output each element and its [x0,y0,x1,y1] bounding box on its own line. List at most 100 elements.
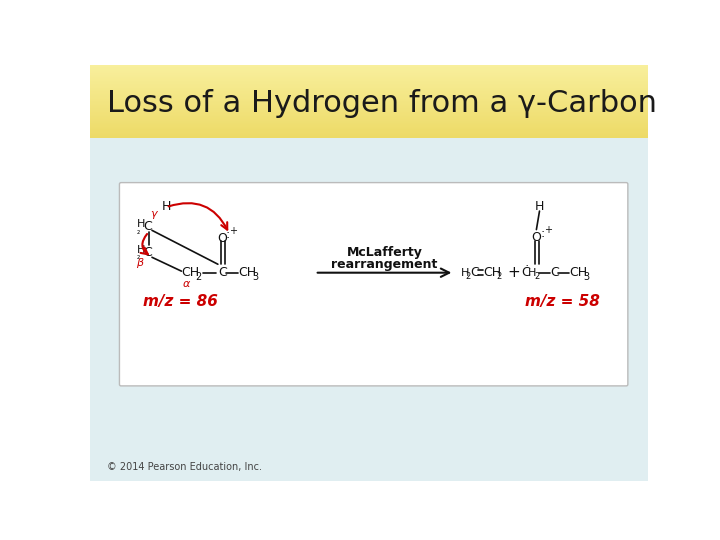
Text: γ: γ [150,209,157,219]
Text: O: O [532,231,541,244]
Text: C: C [143,246,152,259]
Bar [90,90,648,91]
Text: CH: CH [181,266,199,279]
Text: +: + [507,265,520,280]
Bar [90,132,648,133]
Text: H: H [137,219,145,229]
Bar [90,83,648,84]
Bar [90,89,648,90]
Bar [90,123,648,124]
Bar [90,67,648,69]
Bar [90,78,648,79]
Bar [90,96,648,98]
Bar [90,106,648,107]
Text: m/z = 86: m/z = 86 [143,294,217,309]
Bar [90,117,648,118]
Bar [90,125,648,127]
Bar [90,107,648,109]
Text: ₂: ₂ [137,252,140,261]
Text: C: C [471,266,480,279]
Text: rearrangement: rearrangement [331,258,438,271]
Text: H: H [137,245,145,254]
Bar [90,124,648,125]
Text: 2: 2 [466,272,471,281]
Text: Loss of a Hydrogen from a γ-Carbon: Loss of a Hydrogen from a γ-Carbon [107,89,657,118]
Bar [90,82,648,83]
Bar [90,134,648,135]
Bar [90,73,648,75]
Bar [90,93,648,94]
Bar [90,120,648,122]
Text: 3: 3 [583,272,589,281]
Bar [90,71,648,72]
Text: CH: CH [483,266,501,279]
Bar [90,98,648,99]
Bar [90,113,648,114]
Bar [90,91,648,93]
Text: C: C [143,220,152,233]
Bar [90,65,648,66]
Bar [90,99,648,100]
Text: CH: CH [569,266,587,279]
Text: 2: 2 [534,272,539,281]
Bar [90,138,648,481]
Bar [90,76,648,77]
Bar [90,128,648,129]
Bar [90,69,648,70]
Text: © 2014 Pearson Education, Inc.: © 2014 Pearson Education, Inc. [107,462,262,472]
Text: :: : [225,228,230,241]
Bar [90,79,648,80]
Bar [90,104,648,105]
Bar [90,77,648,78]
Bar [90,109,648,110]
FancyArrowPatch shape [140,234,148,254]
Text: H: H [461,268,469,278]
Bar [90,110,648,111]
Text: 2: 2 [497,272,502,281]
Bar [90,114,648,116]
Bar [90,86,648,88]
Bar [90,133,648,134]
Text: O: O [217,232,227,245]
Bar [90,112,648,113]
Text: 3: 3 [252,272,258,281]
Text: α: α [183,279,190,289]
Text: +: + [544,225,552,235]
Bar [90,75,648,76]
Bar [90,66,648,67]
FancyBboxPatch shape [120,183,628,386]
FancyArrowPatch shape [168,203,228,230]
Bar [90,119,648,120]
Text: m/z = 58: m/z = 58 [525,294,600,309]
Bar [90,137,648,138]
Text: H: H [528,268,536,278]
Bar [90,103,648,104]
Text: 2: 2 [195,272,202,281]
Bar [90,129,648,130]
Bar [90,101,648,103]
Bar [90,70,648,71]
Bar [90,122,648,123]
Text: Ċ: Ċ [521,266,530,279]
Text: C: C [550,266,559,279]
Bar [90,72,648,73]
Bar [90,80,648,82]
Text: +: + [230,226,238,236]
Bar [90,116,648,117]
Text: H: H [162,200,171,213]
Bar [90,95,648,96]
Bar [90,118,648,119]
Bar [90,85,648,86]
Text: β: β [137,259,143,268]
Text: :: : [540,227,544,240]
Text: CH: CH [238,266,256,279]
Bar [90,105,648,106]
Text: ₂: ₂ [137,227,140,235]
Text: H: H [535,200,544,213]
Bar [90,100,648,101]
Bar [90,84,648,85]
Bar [90,94,648,95]
Text: McLafferty: McLafferty [346,246,423,259]
Bar [90,130,648,132]
Bar [90,88,648,89]
